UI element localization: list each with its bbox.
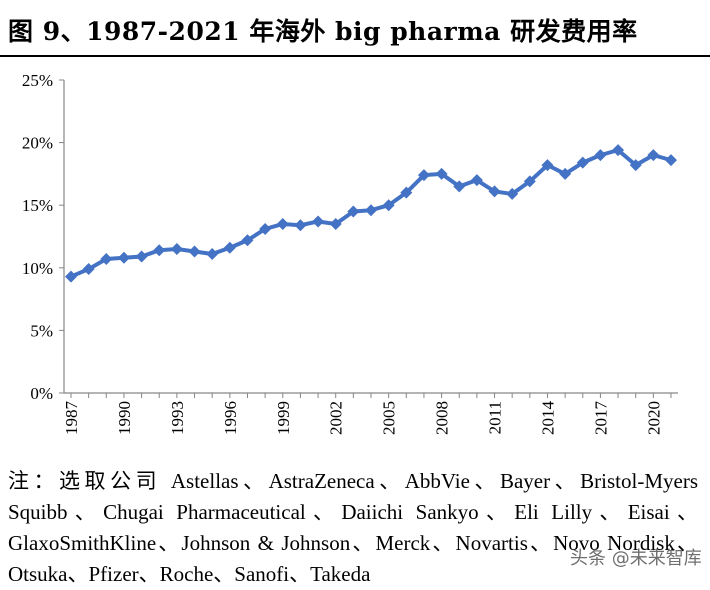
data-point-marker bbox=[223, 241, 236, 254]
data-point-marker bbox=[135, 250, 148, 263]
x-tick-label: 2008 bbox=[433, 401, 452, 435]
y-tick-label: 0% bbox=[30, 384, 53, 403]
data-point-marker bbox=[453, 180, 466, 193]
data-point-marker bbox=[629, 159, 642, 172]
data-point-marker bbox=[417, 169, 430, 182]
data-point-marker bbox=[206, 248, 219, 261]
x-tick-label: 1993 bbox=[168, 401, 187, 435]
y-tick-label: 25% bbox=[22, 71, 53, 90]
data-point-marker bbox=[576, 156, 589, 169]
x-tick-label: 2002 bbox=[327, 401, 346, 435]
watermark: 头条 @未来智库 bbox=[570, 548, 702, 569]
data-point-marker bbox=[276, 217, 289, 230]
data-point-marker bbox=[506, 187, 519, 200]
x-axis: 1987 1990 1993 1996 1999 2002 2005 2008 2011 2014… bbox=[62, 392, 678, 436]
data-point-marker bbox=[65, 270, 77, 283]
x-tick-label: 1996 bbox=[221, 401, 240, 435]
data-point-marker bbox=[294, 219, 307, 232]
data-point-marker bbox=[117, 251, 130, 264]
data-point-marker bbox=[470, 174, 483, 187]
data-point-marker bbox=[329, 217, 342, 230]
y-tick-label: 10% bbox=[22, 259, 53, 278]
data-point-marker bbox=[153, 244, 166, 257]
x-tick-label: 2011 bbox=[486, 401, 505, 434]
data-point-marker bbox=[365, 204, 377, 217]
footnote: 注：选取公司 Astellas、AstraZeneca、AbbVie、Bayer… bbox=[8, 469, 698, 586]
data-point-marker bbox=[188, 245, 201, 258]
data-point-marker bbox=[400, 186, 413, 199]
x-tick-label: 2017 bbox=[591, 401, 610, 436]
data-point-marker bbox=[170, 243, 183, 256]
line-chart: 0% 5% 10% 15% 20% 25% 1987 1990 1993 1996 1999 200… bbox=[22, 71, 678, 436]
x-tick-label: 2005 bbox=[380, 401, 399, 435]
data-point-marker bbox=[541, 159, 554, 172]
x-tick-label: 1990 bbox=[115, 401, 134, 435]
data-point-marker bbox=[82, 263, 95, 276]
data-point-marker bbox=[488, 185, 501, 198]
data-point-marker bbox=[647, 149, 660, 162]
data-point-marker bbox=[435, 167, 448, 180]
title-divider bbox=[0, 55, 710, 57]
data-point-marker bbox=[259, 222, 272, 235]
data-point-marker bbox=[559, 167, 572, 180]
x-tick-label: 1999 bbox=[274, 401, 293, 435]
series-group bbox=[65, 144, 677, 283]
data-point-marker bbox=[347, 205, 360, 218]
y-axis: 0% 5% 10% 15% 20% 25% bbox=[22, 71, 65, 403]
y-tick-label: 5% bbox=[30, 321, 53, 340]
data-point-marker bbox=[612, 144, 625, 157]
figure-title: 图 9、1987-2021 年海外 big pharma 研发费用率 bbox=[8, 17, 638, 46]
data-point-marker bbox=[312, 215, 325, 228]
x-tick-label: 2020 bbox=[644, 401, 663, 435]
data-point-marker bbox=[100, 253, 113, 266]
data-point-marker bbox=[523, 175, 536, 188]
data-point-marker bbox=[665, 154, 677, 167]
data-point-marker bbox=[382, 199, 395, 212]
data-point-marker bbox=[594, 149, 607, 162]
x-tick-label: 2014 bbox=[538, 401, 557, 436]
y-tick-label: 20% bbox=[22, 134, 53, 153]
y-tick-label: 15% bbox=[22, 196, 53, 215]
x-tick-label: 1987 bbox=[62, 401, 81, 436]
data-point-marker bbox=[241, 234, 254, 247]
